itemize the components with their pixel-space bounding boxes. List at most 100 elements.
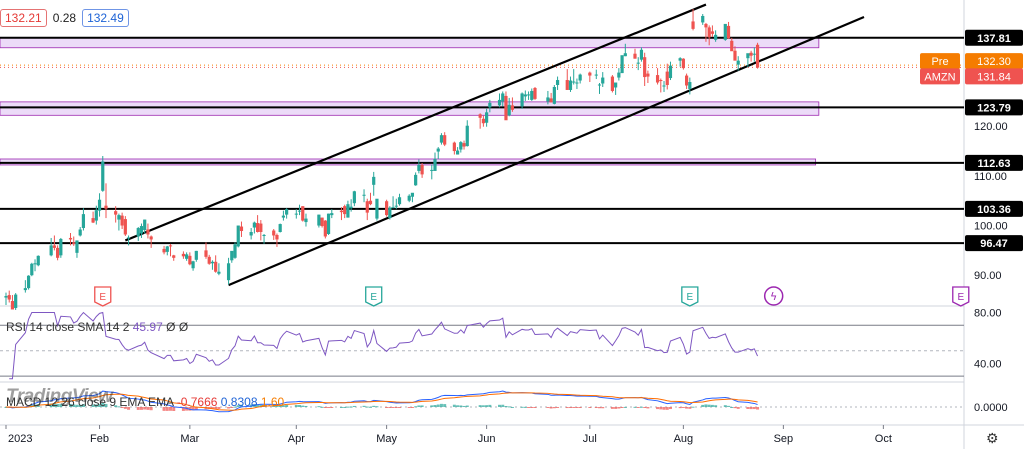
macd-histogram-bar — [620, 407, 624, 408]
macd-histogram-bar — [78, 404, 82, 407]
macd-histogram-bar — [688, 407, 692, 409]
candle-body — [117, 215, 121, 220]
candle-body — [633, 53, 637, 59]
macd-histogram-bar — [733, 407, 737, 409]
rsi-legend[interactable]: RSI 14 close SMA 14 2 45.97 Ø Ø — [6, 320, 188, 334]
macd-histogram-bar — [327, 407, 331, 408]
candle-body — [368, 200, 373, 205]
gear-icon[interactable]: ⚙ — [986, 430, 999, 446]
macd-histogram-bar — [239, 404, 243, 407]
macd-histogram-bar — [565, 407, 569, 409]
candle-body — [304, 218, 308, 223]
symbol-tag-value: 131.84 — [977, 71, 1011, 83]
macd-histogram-bar — [388, 407, 392, 408]
earnings-marker — [94, 286, 112, 307]
candle-body — [752, 53, 756, 55]
macd-histogram-bar — [417, 405, 421, 407]
macd-value: -0.7666 — [176, 395, 218, 409]
macd-histogram-bar — [410, 407, 414, 408]
macd-histogram-bar — [610, 407, 614, 409]
macd-histogram-bar — [323, 407, 327, 408]
macd-histogram-bar — [617, 407, 621, 409]
ask-price[interactable]: 132.49 — [82, 9, 129, 27]
candles-group — [4, 9, 760, 310]
macd-histogram-bar — [172, 407, 176, 411]
candle-body — [597, 84, 602, 86]
macd-histogram-bar — [520, 406, 524, 408]
candle-body — [185, 254, 189, 259]
macd-histogram-bar — [572, 407, 576, 408]
candle-body — [523, 94, 527, 97]
macd-histogram-bar — [146, 407, 150, 410]
level-tag: 103.36 — [977, 204, 1011, 216]
candle-body — [733, 50, 737, 61]
macd-legend[interactable]: MACD 12 26 close 9 EMA EMA -0.7666 0.830… — [6, 395, 284, 409]
macd-histogram-bar — [452, 404, 456, 407]
earnings-marker — [681, 286, 699, 307]
price-tick-label: 120.00 — [974, 121, 1008, 133]
macd-histogram-bar — [459, 405, 463, 407]
macd-histogram-bar — [704, 404, 708, 407]
macd-histogram-bar — [662, 407, 666, 410]
candle-body — [143, 219, 147, 231]
candle-body — [620, 55, 624, 74]
macd-histogram-bar — [507, 406, 511, 408]
candle-body — [659, 80, 663, 82]
bid-price[interactable]: 132.21 — [0, 9, 47, 27]
price-tick-label: 100.00 — [974, 221, 1008, 233]
macd-histogram-bar — [281, 405, 285, 407]
candle-body — [236, 225, 240, 247]
level-tag-bg — [965, 200, 1023, 217]
macd-histogram-bar — [49, 403, 53, 407]
macd-histogram-bar — [91, 404, 95, 407]
macd-histogram-bar — [256, 404, 260, 407]
macd-histogram-bar — [530, 407, 534, 408]
candle-body — [388, 207, 392, 219]
macd-histogram-bar — [436, 404, 440, 407]
candle-body — [149, 236, 153, 240]
candle-body — [36, 255, 40, 266]
macd-histogram-bar — [233, 406, 237, 408]
candle-body — [230, 250, 234, 261]
candle-body — [397, 197, 402, 205]
macd-histogram-bar — [236, 405, 240, 407]
macd-histogram-bar — [339, 406, 343, 408]
candle-body — [372, 176, 376, 185]
macd-histogram-bar — [498, 404, 502, 407]
time-tick-label: Jul — [583, 433, 597, 445]
candle-body — [349, 206, 353, 209]
macd-histogram-bar — [681, 407, 685, 408]
candle-body — [385, 201, 389, 216]
candle-body — [578, 74, 582, 81]
macd-histogram-bar — [123, 407, 127, 409]
price-axis[interactable]: 90.00100.00110.00120.00130.00137.81123.7… — [920, 29, 1023, 282]
macd-histogram-bar — [278, 405, 282, 407]
candle-body — [120, 215, 124, 226]
candle-body — [249, 231, 253, 236]
macd-histogram-bar — [104, 403, 108, 407]
macd-histogram-bar — [407, 407, 411, 408]
candle-body — [749, 52, 753, 56]
candle-body — [459, 142, 463, 150]
time-axis[interactable]: 2023 Feb Mar Apr May Jun Jul Aug Sep Oct — [5, 425, 892, 445]
level-tag-bg — [965, 29, 1023, 46]
macd-histogram-bar — [556, 407, 560, 408]
candle-body — [72, 242, 76, 244]
candle-body — [507, 104, 511, 116]
candle-body — [549, 98, 553, 103]
level-tag-bg — [965, 154, 1023, 171]
candle-body — [191, 261, 195, 269]
macd-histogram-bar — [633, 406, 637, 408]
macd-histogram-bar — [114, 405, 118, 407]
macd-histogram-bar — [575, 407, 579, 408]
macd-histogram-bar — [98, 404, 102, 407]
zone-rect — [0, 101, 820, 116]
candle-body — [68, 237, 73, 240]
candle-body — [436, 148, 440, 152]
candle-body — [636, 62, 640, 64]
candle-body — [485, 112, 489, 123]
macd-histogram-bar — [504, 406, 508, 408]
candle-body — [330, 213, 334, 216]
candle-body — [526, 94, 531, 96]
